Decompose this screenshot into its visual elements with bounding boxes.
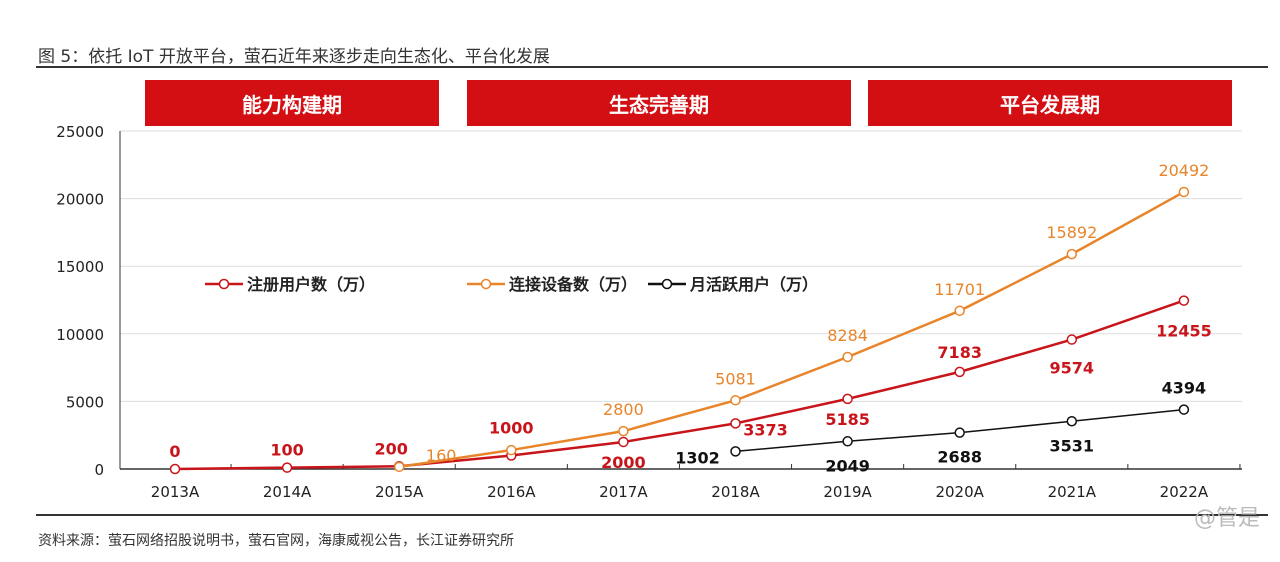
x-tick-label: 2015A <box>375 483 424 501</box>
data-label: 9574 <box>1050 359 1095 378</box>
data-point <box>842 351 853 363</box>
figure-title: 图 5：依托 IoT 开放平台，萤石近年来逐步走向生态化、平台化发展 <box>38 47 550 67</box>
data-point <box>954 305 965 317</box>
data-label: 200 <box>374 439 407 458</box>
x-tick-label: 2020A <box>935 483 984 501</box>
data-point <box>169 463 181 475</box>
phase-banner-3: 平台发展期 <box>868 80 1232 126</box>
y-tick-label: 0 <box>94 461 104 479</box>
data-point <box>1066 416 1078 427</box>
phase-banner-1: 能力构建期 <box>145 80 439 126</box>
x-tick-label: 2017A <box>599 483 648 501</box>
data-point <box>1178 404 1190 415</box>
x-tick-label: 2016A <box>487 483 536 501</box>
data-point <box>1178 186 1190 198</box>
data-label: 1302 <box>675 448 720 467</box>
title-divider <box>36 66 1268 68</box>
data-point <box>281 462 293 473</box>
x-tick-label: 2021A <box>1048 483 1097 501</box>
data-point <box>730 395 741 406</box>
data-point <box>954 366 965 378</box>
data-label: 20492 <box>1158 161 1209 180</box>
data-point <box>506 444 517 456</box>
x-tick-label: 2019A <box>823 483 872 501</box>
data-label: 2800 <box>603 400 644 419</box>
data-label: 5081 <box>715 369 756 388</box>
data-label: 0 <box>169 442 180 461</box>
legend-label: 连接设备数（万） <box>509 275 637 294</box>
data-label: 15892 <box>1046 223 1097 242</box>
data-point <box>618 425 629 437</box>
data-label: 100 <box>270 441 303 460</box>
source-note: 资料来源：萤石网络招股说明书，萤石官网，海康威视公告，长江证券研究所 <box>38 533 514 549</box>
data-point <box>730 418 741 429</box>
legend-marker <box>480 278 492 290</box>
data-label: 4394 <box>1162 379 1207 398</box>
legend-label: 注册用户数（万） <box>247 275 375 294</box>
series-line-1 <box>399 190 1185 469</box>
data-label: 12455 <box>1156 322 1212 341</box>
data-label: 8284 <box>827 326 868 345</box>
legend-marker <box>218 278 230 290</box>
source-divider <box>36 514 1268 516</box>
data-label: 3531 <box>1050 436 1095 455</box>
watermark: @管是 <box>1193 506 1260 531</box>
y-tick-label: 5000 <box>66 393 104 411</box>
data-point <box>393 461 405 473</box>
legend-marker <box>661 278 673 290</box>
data-point <box>1178 295 1190 306</box>
data-point <box>1066 334 1078 345</box>
series-line-0 <box>174 299 1185 471</box>
y-tick-label: 25000 <box>56 123 104 141</box>
data-label: 1000 <box>489 418 534 437</box>
data-point <box>842 436 853 447</box>
data-label: 7183 <box>937 343 982 362</box>
data-label: 2000 <box>601 453 646 472</box>
data-point <box>954 427 965 438</box>
y-tick-label: 15000 <box>56 258 104 276</box>
data-point <box>618 436 629 448</box>
x-tick-label: 2018A <box>711 483 760 501</box>
data-label: 11701 <box>934 280 985 299</box>
y-tick-label: 10000 <box>56 326 104 344</box>
x-tick-label: 2022A <box>1160 483 1209 501</box>
data-label: 2688 <box>937 448 982 467</box>
data-point <box>1066 248 1078 260</box>
data-label: 2049 <box>825 456 870 475</box>
legend-label: 月活跃用户（万） <box>689 275 818 294</box>
x-tick-label: 2013A <box>151 483 200 501</box>
data-label: 160 <box>426 446 457 465</box>
data-point <box>842 393 853 405</box>
y-tick-label: 20000 <box>56 191 104 209</box>
x-tick-label: 2014A <box>263 483 312 501</box>
data-label: 5185 <box>825 410 870 429</box>
phase-banner-2: 生态完善期 <box>467 80 851 126</box>
data-point <box>730 446 741 457</box>
data-label: 3373 <box>743 420 788 439</box>
